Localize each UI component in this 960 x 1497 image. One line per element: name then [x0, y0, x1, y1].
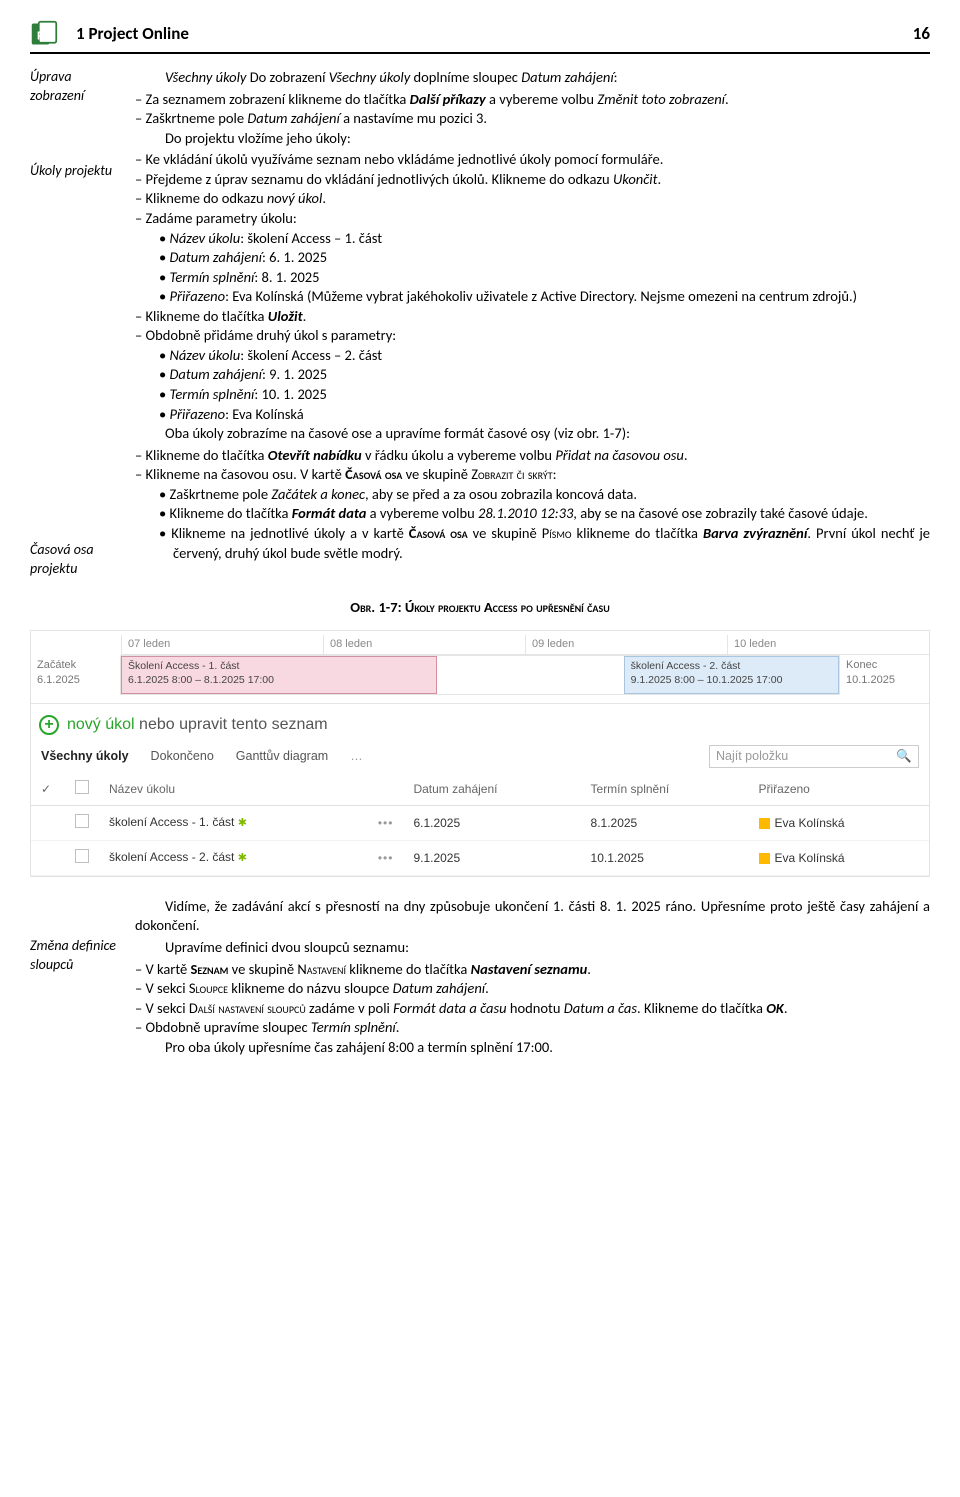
b7: Termín splnění: 10. 1. 2025	[159, 385, 930, 405]
tl-head-1: 07 leden	[121, 635, 323, 654]
li-14: Obdobně upravíme sloupec Termín splnění.	[147, 1018, 930, 1038]
checkbox-icon[interactable]	[75, 814, 89, 828]
col-due[interactable]: Termín splnění	[581, 774, 749, 805]
side-casova: Časová osa projektu	[30, 541, 127, 579]
col-start[interactable]: Datum zahájení	[403, 774, 580, 805]
b1: Název úkolu: školení Access – 1. část	[159, 229, 930, 249]
b8: Přiřazeno: Eva Kolínská	[159, 405, 930, 425]
tl-end: Konec 10.1.2025	[839, 655, 929, 695]
tab-gantt[interactable]: Ganttův diagram	[236, 748, 328, 765]
b2: Datum zahájení: 6. 1. 2025	[159, 248, 930, 268]
li-4: Přejdeme z úprav seznamu do vkládání jed…	[147, 170, 930, 190]
li-3: Ke vkládání úkolů využíváme seznam nebo …	[147, 150, 930, 170]
figure-caption: Obr. 1-7: Úkoly projektu Access po upřes…	[30, 598, 930, 618]
table-row[interactable]: školení Access - 1. část ✱ ••• 6.1.2025 …	[31, 805, 929, 840]
li-12: V sekci Sloupce klikneme do názvu sloupc…	[147, 979, 930, 999]
col-assign[interactable]: Přiřazeno	[749, 774, 930, 805]
header-title: 1 Project Online	[76, 23, 913, 46]
new-item-icon: ✱	[238, 852, 247, 864]
checkbox-header-icon[interactable]	[75, 780, 89, 794]
li-11: V kartě Seznam ve skupině Nastavení klik…	[147, 960, 930, 980]
b9: Zaškrtneme pole Začátek a konec, aby se …	[159, 485, 930, 505]
li-13: V sekci Další nastavení sloupců zadáme v…	[147, 999, 930, 1019]
para-2: Do projektu vložíme jeho úkoly:	[135, 129, 930, 149]
li-9: Klikneme do tlačítka Otevřít nabídku v ř…	[147, 446, 930, 466]
timeline-task-1[interactable]: Školení Access - 1. část 6.1.2025 8:00 –…	[121, 656, 437, 694]
col-name[interactable]: Název úkolu	[99, 774, 368, 805]
li-2: Zaškrtneme pole Datum zahájení a nastaví…	[147, 109, 930, 129]
new-item-icon: ✱	[238, 817, 247, 829]
task-table: ✓ Název úkolu Datum zahájení Termín spln…	[31, 774, 929, 876]
timeline-task-2[interactable]: školení Access - 2. část 9.1.2025 8:00 –…	[624, 656, 839, 694]
b11: Klikneme na jednotlivé úkoly a v kartě Č…	[159, 524, 930, 563]
check-icon: ✓	[41, 782, 51, 796]
search-input[interactable]: Najít položku 🔍	[709, 745, 919, 768]
li-7: Klikneme do tlačítka Uložit.	[147, 307, 930, 327]
project-logo-icon: P	[30, 20, 58, 48]
li-6: Zadáme parametry úkolu:	[147, 209, 930, 229]
assignee-icon	[759, 818, 770, 829]
li-5: Klikneme do odkazu nový úkol.	[147, 189, 930, 209]
li-10: Klikneme na časovou osu. V kartě Časová …	[147, 465, 930, 485]
search-icon: 🔍	[896, 748, 912, 765]
row-menu-icon[interactable]: •••	[378, 816, 394, 830]
para-3: Oba úkoly zobrazíme na časové ose a upra…	[135, 424, 930, 444]
tl-start: Začátek 6.1.2025	[31, 655, 121, 695]
row-menu-icon[interactable]: •••	[378, 851, 394, 865]
side-zmena: Změna definice sloupců	[30, 937, 127, 975]
tl-head-2: 08 leden	[323, 635, 525, 654]
side-uprava: Úprava zobrazení	[30, 68, 127, 106]
side-ukoly: Úkoly projektu	[30, 162, 127, 181]
figure-screenshot: 07 leden 08 leden 09 leden 10 leden Začá…	[30, 630, 930, 877]
page-header: P 1 Project Online 16	[30, 20, 930, 54]
para-1: Všechny úkoly Do zobrazení Všechny úkoly…	[135, 68, 930, 88]
assignee-icon	[759, 853, 770, 864]
checkbox-icon[interactable]	[75, 849, 89, 863]
new-task-link[interactable]: nový úkol nebo upravit tento seznam	[67, 714, 328, 736]
tab-more[interactable]: …	[350, 748, 364, 765]
b6: Datum zahájení: 9. 1. 2025	[159, 365, 930, 385]
table-row[interactable]: školení Access - 2. část ✱ ••• 9.1.2025 …	[31, 840, 929, 875]
b5: Název úkolu: školení Access – 2. část	[159, 346, 930, 366]
b3: Termín splnění: 8. 1. 2025	[159, 268, 930, 288]
svg-text:P: P	[37, 28, 44, 43]
tl-head-3: 09 leden	[525, 635, 727, 654]
plus-icon[interactable]: +	[39, 715, 59, 735]
b10: Klikneme do tlačítka Formát data a vyber…	[159, 504, 930, 524]
tab-done[interactable]: Dokončeno	[151, 748, 214, 765]
timeline-track[interactable]: Školení Access - 1. část 6.1.2025 8:00 –…	[121, 655, 839, 695]
li-8: Obdobně přidáme druhý úkol s parametry:	[147, 326, 930, 346]
page-number: 16	[913, 23, 930, 46]
para-5: Upravíme definici dvou sloupců seznamu:	[135, 938, 930, 958]
para-4: Vidíme, že zadávání akcí s přesností na …	[135, 897, 930, 936]
li-1: Za seznamem zobrazení klikneme do tlačít…	[147, 90, 930, 110]
para-6: Pro oba úkoly upřesníme čas zahájení 8:0…	[135, 1038, 930, 1058]
tab-all[interactable]: Všechny úkoly	[41, 748, 129, 765]
tl-head-4: 10 leden	[727, 635, 929, 654]
b4: Přiřazeno: Eva Kolínská (Můžeme vybrat j…	[159, 287, 930, 307]
